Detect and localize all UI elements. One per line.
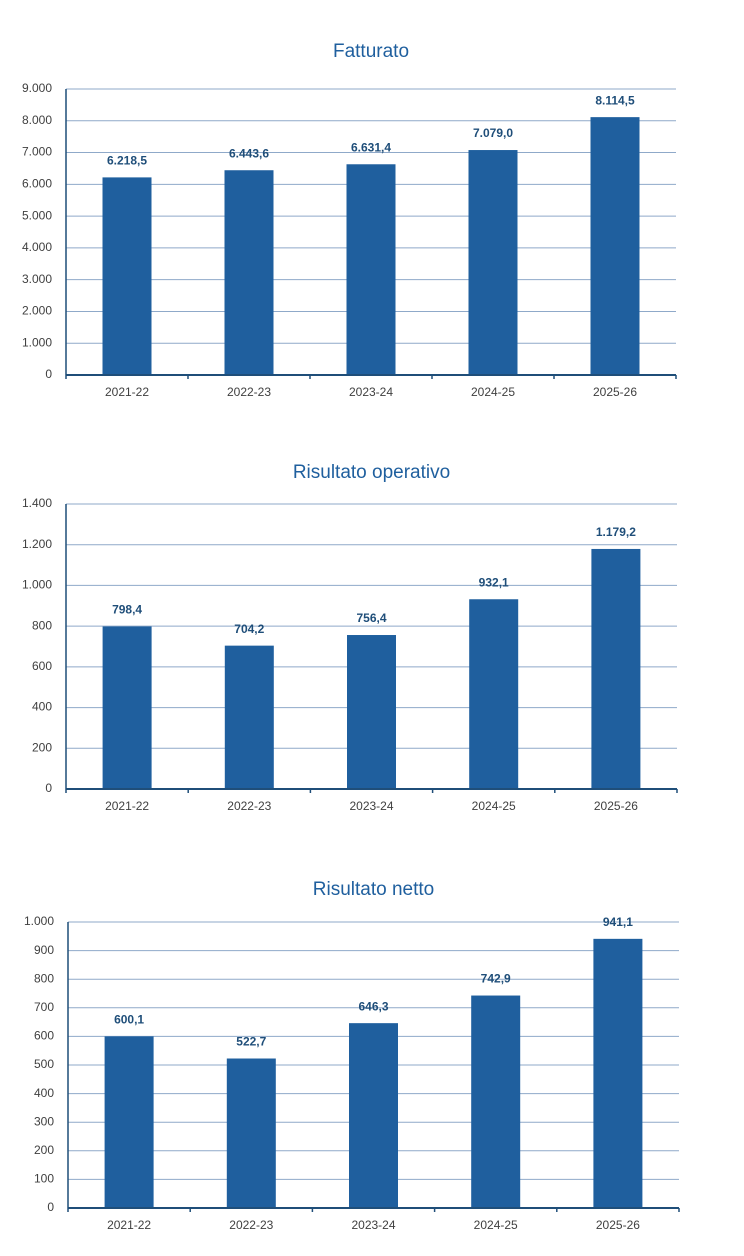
- x-tick-label: 2024-25: [474, 1218, 518, 1232]
- y-tick-label: 700: [34, 1000, 54, 1014]
- bar: [102, 626, 152, 789]
- y-tick-label: 800: [34, 971, 54, 985]
- bar: [591, 548, 641, 789]
- value-label: 941,1: [603, 915, 633, 929]
- value-label: 704,2: [234, 622, 264, 636]
- value-label: 932,1: [479, 575, 509, 589]
- x-tick-label: 2021-22: [105, 799, 149, 813]
- x-tick-label: 2025-26: [593, 385, 637, 399]
- y-tick-label: 8.000: [22, 113, 52, 127]
- bar: [347, 635, 396, 789]
- x-tick-label: 2023-24: [349, 799, 393, 813]
- y-tick-label: 400: [32, 700, 52, 714]
- bar: [471, 995, 521, 1208]
- y-tick-label: 600: [34, 1029, 54, 1043]
- y-tick-label: 200: [32, 740, 52, 754]
- bar: [469, 599, 519, 789]
- value-label: 646,3: [358, 999, 388, 1013]
- y-tick-label: 1.000: [22, 578, 52, 592]
- y-tick-label: 300: [34, 1114, 54, 1128]
- bar: [224, 645, 274, 789]
- value-label: 522,7: [236, 1035, 266, 1049]
- value-label: 600,1: [114, 1013, 144, 1027]
- y-tick-label: 1.000: [24, 914, 54, 928]
- bar: [224, 170, 274, 375]
- value-label: 6.218,5: [107, 154, 147, 168]
- y-tick-label: 9.000: [22, 81, 52, 95]
- x-tick-label: 2024-25: [472, 799, 516, 813]
- y-tick-label: 0: [45, 367, 52, 381]
- y-tick-label: 900: [34, 943, 54, 957]
- y-tick-label: 3.000: [22, 272, 52, 286]
- y-tick-label: 600: [32, 659, 52, 673]
- y-tick-label: 4.000: [22, 240, 52, 254]
- x-tick-label: 2021-22: [105, 385, 149, 399]
- value-label: 7.079,0: [473, 126, 513, 140]
- chart-title: Risultato operativo: [293, 462, 450, 483]
- value-label: 1.179,2: [596, 525, 636, 539]
- value-label: 798,4: [112, 603, 142, 617]
- y-tick-label: 0: [47, 1200, 54, 1214]
- bar: [468, 150, 518, 375]
- bar: [590, 117, 640, 375]
- x-tick-label: 2023-24: [351, 1218, 395, 1232]
- y-tick-label: 500: [34, 1057, 54, 1071]
- y-tick-label: 5.000: [22, 208, 52, 222]
- x-tick-label: 2024-25: [471, 385, 515, 399]
- y-tick-label: 6.000: [22, 177, 52, 191]
- y-tick-label: 1.000: [22, 335, 52, 349]
- x-tick-label: 2022-23: [227, 799, 271, 813]
- y-tick-label: 7.000: [22, 145, 52, 159]
- y-tick-label: 0: [45, 781, 52, 795]
- bar: [226, 1058, 276, 1208]
- x-tick-label: 2023-24: [349, 385, 393, 399]
- bar: [346, 164, 396, 375]
- y-tick-label: 1.200: [22, 537, 52, 551]
- value-label: 742,9: [481, 972, 511, 986]
- x-tick-label: 2025-26: [594, 799, 638, 813]
- x-tick-label: 2022-23: [229, 1218, 273, 1232]
- value-label: 756,4: [356, 611, 386, 625]
- bar: [104, 1036, 154, 1208]
- chart-title: Risultato netto: [313, 879, 434, 900]
- y-tick-label: 400: [34, 1086, 54, 1100]
- value-label: 6.631,4: [351, 140, 391, 154]
- bar: [102, 177, 152, 375]
- x-tick-label: 2021-22: [107, 1218, 151, 1232]
- value-label: 6.443,6: [229, 146, 269, 160]
- chart-title: Fatturato: [333, 41, 409, 62]
- x-tick-label: 2022-23: [227, 385, 271, 399]
- y-tick-label: 200: [34, 1143, 54, 1157]
- y-tick-label: 1.400: [22, 496, 52, 510]
- bar: [349, 1023, 398, 1208]
- y-tick-label: 100: [34, 1172, 54, 1186]
- x-tick-label: 2025-26: [596, 1218, 640, 1232]
- bar: [593, 938, 643, 1208]
- value-label: 8.114,5: [595, 93, 635, 107]
- y-tick-label: 800: [32, 618, 52, 632]
- y-tick-label: 2.000: [22, 304, 52, 318]
